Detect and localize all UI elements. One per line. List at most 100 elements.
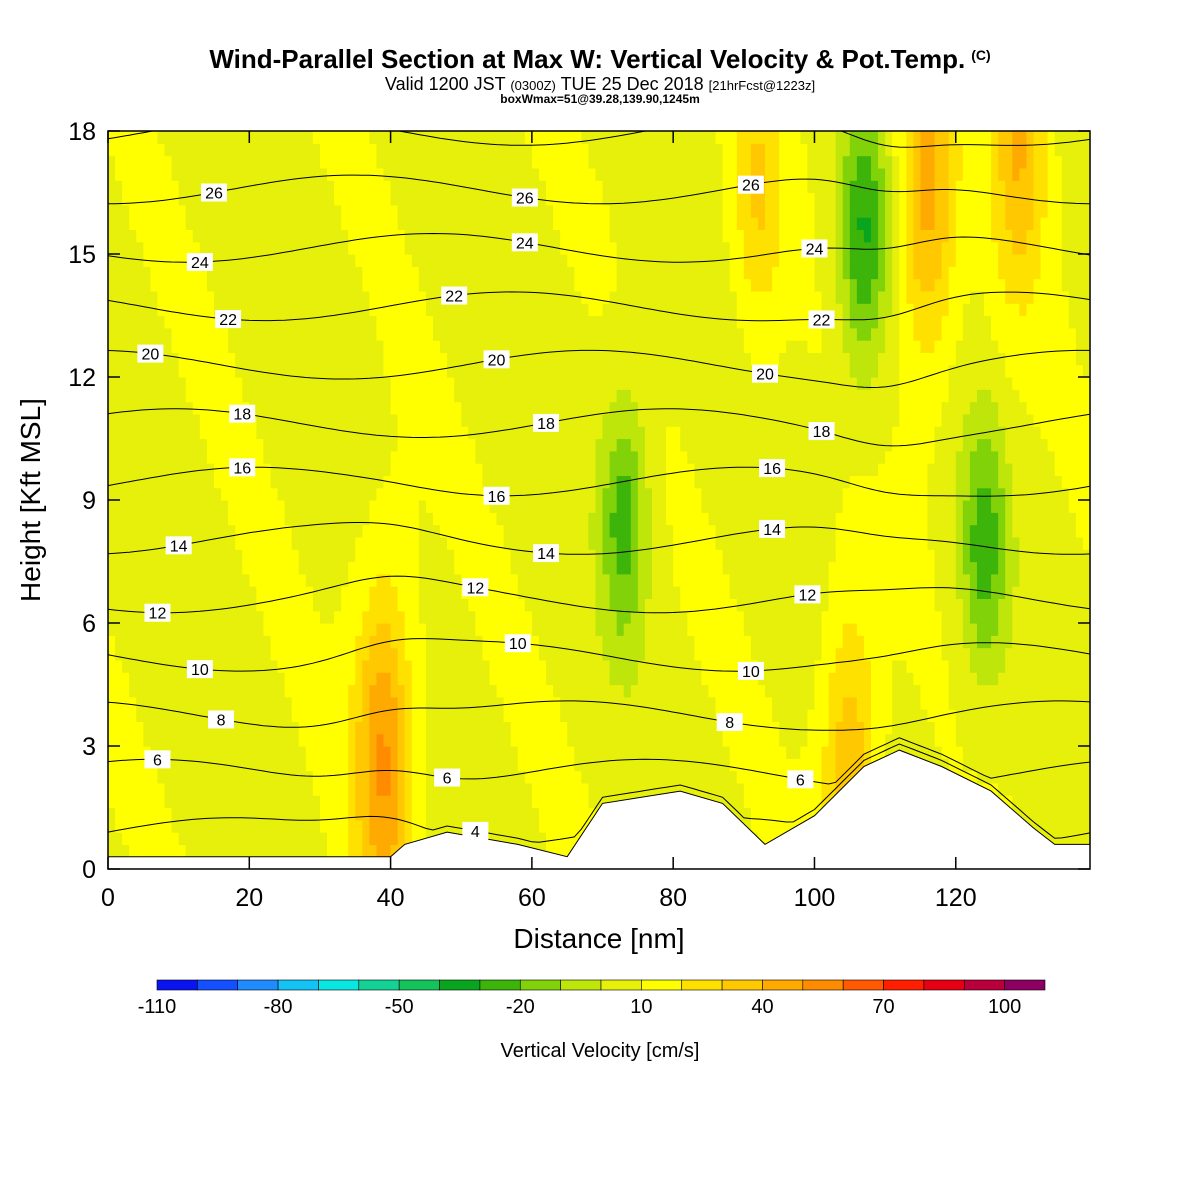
velocity-cell bbox=[609, 573, 618, 587]
velocity-cell bbox=[482, 389, 491, 403]
velocity-cell bbox=[531, 438, 540, 452]
velocity-cell bbox=[129, 413, 137, 427]
velocity-cell bbox=[687, 549, 695, 563]
velocity-cell bbox=[171, 733, 180, 747]
velocity-cell bbox=[298, 684, 307, 698]
velocity-cell bbox=[560, 512, 568, 526]
velocity-cell bbox=[588, 647, 597, 661]
velocity-cell bbox=[129, 143, 137, 157]
velocity-cell bbox=[150, 807, 159, 821]
velocity-cell bbox=[440, 659, 448, 673]
velocity-cell bbox=[404, 610, 413, 624]
velocity-cell bbox=[574, 155, 582, 169]
velocity-cell bbox=[496, 438, 505, 452]
velocity-cell bbox=[517, 512, 526, 526]
velocity-cell bbox=[242, 623, 250, 636]
velocity-cell bbox=[270, 721, 279, 735]
velocity-cell bbox=[284, 241, 293, 255]
velocity-cell bbox=[644, 426, 653, 440]
velocity-cell bbox=[546, 131, 554, 144]
velocity-cell bbox=[108, 217, 116, 230]
velocity-cell bbox=[390, 696, 399, 710]
velocity-cell bbox=[263, 746, 272, 759]
velocity-cell bbox=[425, 746, 434, 759]
velocity-cell bbox=[108, 413, 116, 427]
velocity-cell bbox=[376, 487, 385, 501]
velocity-cell bbox=[298, 327, 307, 341]
velocity-cell bbox=[595, 524, 604, 538]
velocity-cell bbox=[199, 844, 208, 858]
velocity-cell bbox=[249, 438, 257, 452]
velocity-cell bbox=[666, 204, 674, 218]
velocity-cell bbox=[263, 192, 272, 206]
velocity-cell bbox=[157, 327, 166, 341]
velocity-cell bbox=[136, 463, 144, 476]
velocity-cell bbox=[171, 623, 180, 636]
velocity-cell bbox=[228, 586, 236, 599]
velocity-cell bbox=[319, 598, 328, 612]
velocity-cell bbox=[150, 832, 159, 845]
velocity-cell bbox=[143, 204, 151, 218]
velocity-cell bbox=[546, 512, 554, 526]
velocity-cell bbox=[475, 721, 484, 735]
velocity-cell bbox=[242, 303, 250, 317]
velocity-cell bbox=[574, 770, 582, 784]
velocity-cell bbox=[235, 709, 243, 722]
velocity-cell bbox=[553, 610, 561, 624]
velocity-cell bbox=[546, 290, 554, 304]
velocity-cell bbox=[461, 241, 469, 255]
velocity-cell bbox=[454, 315, 462, 329]
velocity-cell bbox=[122, 401, 130, 415]
velocity-cell bbox=[376, 463, 385, 476]
velocity-cell bbox=[164, 549, 173, 563]
velocity-cell bbox=[129, 278, 137, 292]
velocity-cell bbox=[369, 684, 378, 698]
velocity-cell bbox=[595, 746, 604, 759]
velocity-cell bbox=[390, 475, 399, 489]
velocity-cell bbox=[440, 401, 448, 415]
velocity-cell bbox=[553, 524, 561, 538]
velocity-cell bbox=[489, 623, 498, 636]
velocity-cell bbox=[659, 500, 667, 513]
velocity-cell bbox=[185, 180, 194, 194]
velocity-cell bbox=[538, 229, 547, 243]
velocity-cell bbox=[108, 586, 116, 599]
velocity-cell bbox=[659, 770, 667, 784]
velocity-cell bbox=[560, 167, 568, 181]
velocity-cell bbox=[644, 192, 653, 206]
velocity-cell bbox=[517, 623, 526, 636]
velocity-cell bbox=[546, 167, 554, 181]
velocity-cell bbox=[185, 463, 194, 476]
velocity-cell bbox=[651, 167, 660, 181]
velocity-cell bbox=[348, 672, 356, 686]
velocity-cell bbox=[411, 623, 420, 636]
velocity-cell bbox=[567, 463, 575, 476]
velocity-cell bbox=[235, 217, 243, 230]
velocity-cell bbox=[602, 635, 611, 649]
velocity-cell bbox=[277, 659, 286, 673]
velocity-cell bbox=[581, 819, 590, 833]
velocity-cell bbox=[517, 672, 526, 686]
velocity-cell bbox=[228, 254, 236, 267]
velocity-cell bbox=[489, 758, 498, 772]
velocity-cell bbox=[673, 327, 681, 341]
velocity-cell bbox=[616, 733, 625, 747]
velocity-cell bbox=[553, 340, 561, 353]
velocity-cell bbox=[637, 463, 646, 476]
velocity-cell bbox=[115, 167, 123, 181]
velocity-cell bbox=[531, 266, 540, 280]
velocity-cell bbox=[355, 327, 363, 341]
velocity-cell bbox=[581, 229, 590, 243]
velocity-cell bbox=[595, 340, 604, 353]
velocity-cell bbox=[546, 266, 554, 280]
velocity-cell bbox=[327, 180, 335, 194]
velocity-cell bbox=[157, 709, 166, 722]
velocity-cell bbox=[475, 512, 484, 526]
velocity-cell bbox=[680, 131, 688, 144]
velocity-cell bbox=[319, 782, 328, 796]
velocity-cell bbox=[595, 733, 604, 747]
velocity-cell bbox=[503, 364, 512, 378]
velocity-cell bbox=[185, 340, 194, 353]
velocity-cell bbox=[122, 844, 130, 858]
velocity-cell bbox=[673, 536, 681, 550]
